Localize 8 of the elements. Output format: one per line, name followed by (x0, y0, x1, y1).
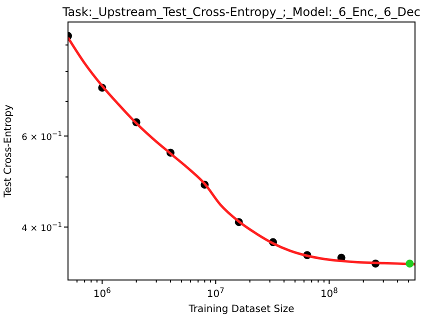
x-tick-label: 10$^{8}$ (320, 286, 338, 300)
y-tick-label: 4 × 10$^{−1}$ (22, 221, 62, 234)
chart-title: Task:_Upstream_Test_Cross-Entropy_;_Model:_6_Enc,_6_Dec (61, 5, 421, 19)
x-tick-label: 10$^{6}$ (93, 286, 112, 300)
y-tick-label: 6 × 10$^{−1}$ (22, 130, 62, 144)
x-axis-title: Training Dataset Size (188, 304, 294, 315)
x-tick-label: 10$^{7}$ (206, 286, 225, 300)
y-axis-title: Test Cross-Entropy (3, 104, 14, 198)
